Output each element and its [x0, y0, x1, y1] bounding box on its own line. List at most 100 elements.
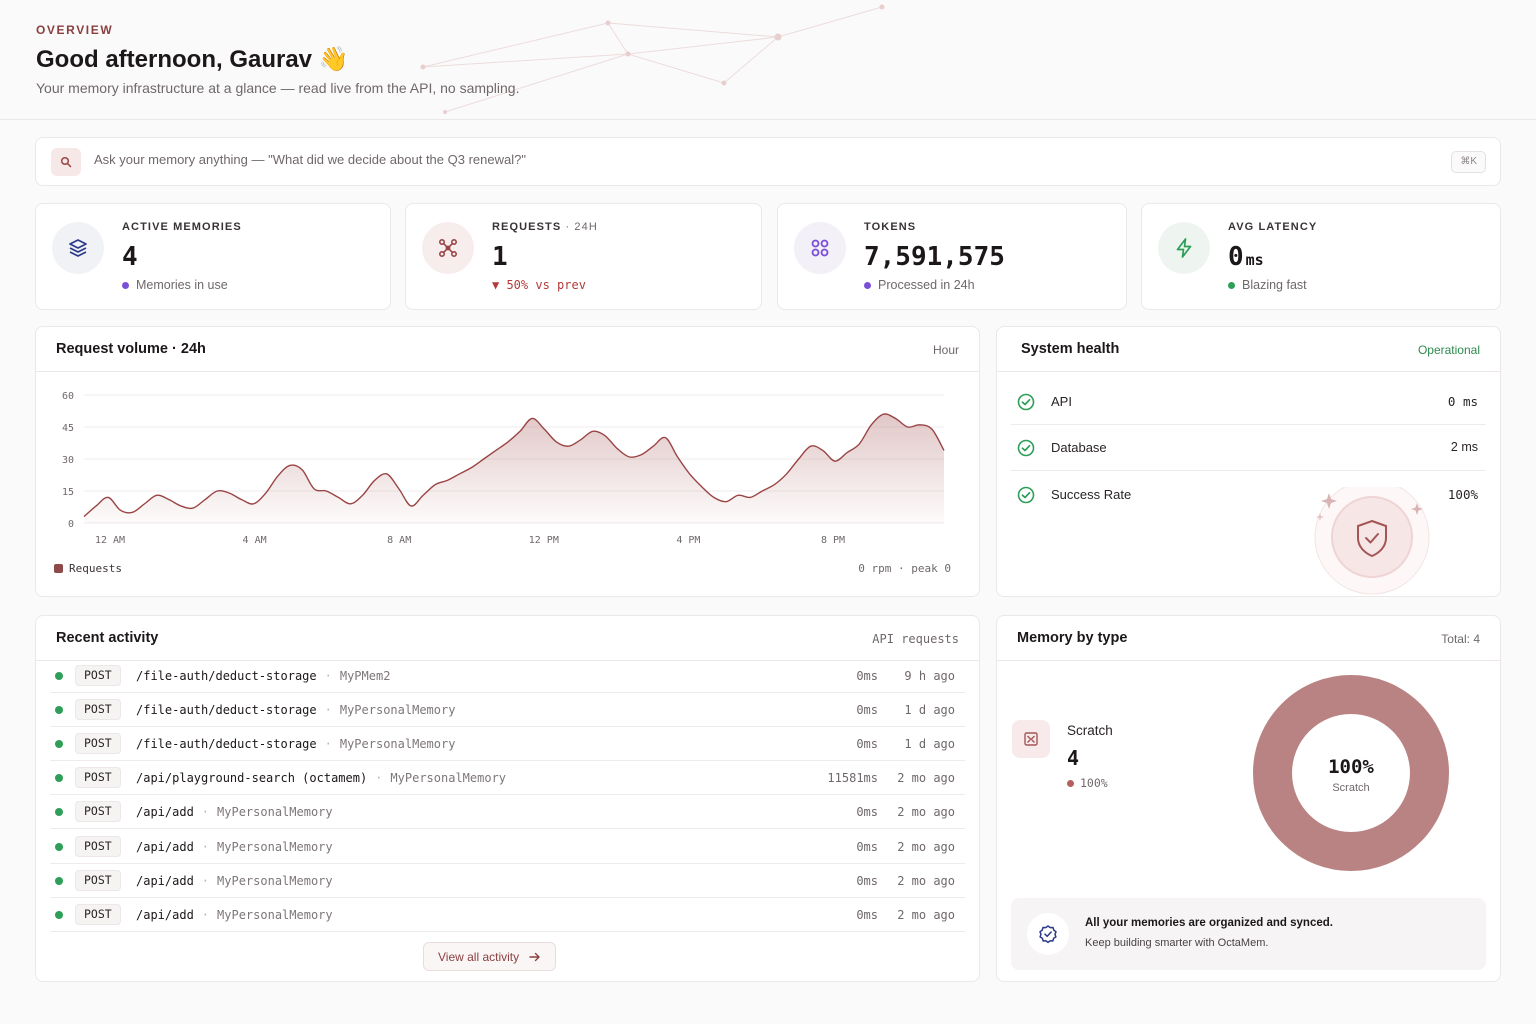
memory-type-percent: 100%: [1067, 776, 1108, 790]
separator: ·: [201, 839, 210, 854]
donut-slice-scratch: [1253, 675, 1449, 871]
request-latency: 0ms: [856, 703, 878, 718]
y-tick-label: 0: [68, 519, 74, 530]
endpoint-path-text: /api/add: [136, 873, 194, 888]
panel-header: Request volume · 24h Hour: [36, 327, 979, 372]
x-tick-label: 12 AM: [95, 535, 125, 546]
layers-icon: [52, 222, 104, 274]
stat-subtext: Blazing fast: [1228, 278, 1307, 292]
shield-check-icon: [1314, 487, 1430, 595]
status-dot: [1228, 281, 1235, 289]
legend-swatch: [54, 564, 63, 573]
stat-card-tokens: TOKENS 7,591,575 Processed in 24h: [777, 203, 1127, 310]
separator: ·: [201, 805, 210, 820]
banner-subtitle: Keep building smarter with OctaMem.: [1085, 937, 1269, 949]
http-method-badge: POST: [75, 801, 121, 823]
donut-label: Scratch: [1332, 782, 1370, 794]
panel-header: System health Operational: [997, 327, 1500, 372]
activity-row[interactable]: POST/api/add · MyPersonalMemory 0ms 2 mo ago: [50, 898, 965, 932]
stat-subtext: Memories in use: [122, 278, 228, 292]
activity-row[interactable]: POST/api/playground-search (octamem) · MyP…: [50, 761, 965, 796]
status-dot: [864, 281, 871, 289]
memory-type-donut: [1253, 675, 1449, 871]
endpoint-path: /file-auth/deduct-storage · MyPMem2: [136, 669, 390, 683]
stat-label: ACTIVE MEMORIES: [122, 221, 242, 233]
search-input[interactable]: [94, 152, 1394, 167]
x-tick-label: 12 PM: [529, 535, 559, 546]
activity-row[interactable]: POST/api/add · MyPersonalMemory 0ms 2 mo ago: [50, 830, 965, 864]
check-circle-icon: [1017, 393, 1035, 411]
granularity-label[interactable]: Hour: [932, 343, 959, 357]
activity-row[interactable]: POST/file-auth/deduct-storage · MyPMem2 0ms…: [50, 659, 965, 693]
request-time: 2 mo ago: [897, 873, 955, 888]
http-method-badge: POST: [75, 665, 121, 686]
separator: ·: [201, 907, 210, 922]
search-icon: [51, 148, 81, 176]
http-method-badge: POST: [75, 733, 121, 755]
health-row-api: API 0 ms: [1011, 379, 1486, 425]
memory-app-name: MyPersonalMemory: [390, 771, 507, 786]
total-count: Total: 4: [1441, 632, 1480, 646]
activity-row[interactable]: POST/api/add · MyPersonalMemory 0ms 2 mo ago: [50, 795, 965, 830]
status-dot: [55, 706, 63, 715]
health-name: API: [1051, 394, 1072, 409]
latency-unit: ms: [1245, 251, 1264, 269]
endpoint-path-text: /file-auth/deduct-storage: [136, 669, 317, 683]
page-header: OVERVIEW Good afternoon, Gaurav 👋 Your m…: [0, 0, 1536, 120]
status-dot: [1067, 779, 1074, 787]
request-time: 1 d ago: [904, 737, 955, 752]
x-tick-label: 4 AM: [243, 535, 267, 546]
series-line-requests: [83, 413, 945, 518]
request-time: 2 mo ago: [897, 839, 955, 854]
status-dot: [55, 842, 63, 851]
request-latency: 0ms: [856, 805, 878, 820]
stat-subtext-label: Processed in 24h: [878, 278, 975, 292]
activity-row[interactable]: POST/file-auth/deduct-storage · MyPersonal…: [50, 693, 965, 728]
separator: ·: [201, 873, 210, 888]
activity-row[interactable]: POST/api/add · MyPersonalMemory 0ms 2 mo ago: [50, 864, 965, 898]
chart-footer-stats: 0 rpm · peak 0: [858, 562, 951, 575]
recent-activity-panel: Recent activity API requests POST/file-a…: [35, 615, 980, 982]
grid-icon: [794, 222, 846, 274]
endpoint-path-text: /api/add: [136, 907, 194, 922]
request-latency: 0ms: [856, 669, 878, 683]
check-circle-icon: [1017, 486, 1035, 504]
endpoint-path: /api/add · MyPersonalMemory: [136, 840, 333, 854]
request-time: 2 mo ago: [897, 805, 955, 820]
endpoint-path-text: /file-auth/deduct-storage: [136, 737, 317, 752]
view-all-activity-button[interactable]: View all activity: [423, 942, 557, 971]
http-method-badge: POST: [75, 767, 121, 789]
y-tick-label: 60: [62, 391, 74, 402]
activity-list: POST/file-auth/deduct-storage · MyPMem2 0ms…: [36, 659, 979, 932]
shortcut-badge: ⌘K: [1451, 151, 1486, 173]
http-method-badge: POST: [75, 869, 121, 891]
stat-value: 4: [122, 242, 138, 272]
http-method-badge: POST: [75, 699, 121, 721]
health-name: Database: [1051, 440, 1107, 455]
stat-label-text: REQUESTS: [492, 221, 562, 233]
stat-value: 7,591,575: [864, 242, 1005, 272]
request-volume-panel: Request volume · 24h Hour 0 15 30 45 60 12 AM…: [35, 326, 980, 597]
x-tick-label: 8 AM: [387, 535, 411, 546]
button-label: View all activity: [438, 949, 520, 964]
stat-label: TOKENS: [864, 221, 917, 233]
health-row-success-rate: Success Rate 100%: [1011, 472, 1486, 518]
stat-subtext: ▼ 50% vs prev: [492, 278, 586, 292]
endpoint-path: /api/playground-search (octamem) · MyPerso…: [136, 771, 506, 785]
page-title: Good afternoon, Gaurav 👋: [36, 46, 349, 73]
scratch-icon: [1012, 720, 1050, 758]
memory-app-name: MyPersonalMemory: [217, 805, 333, 820]
status-dot: [122, 281, 129, 289]
panel-title: Memory by type: [1017, 630, 1128, 646]
endpoint-path-text: /api/add: [136, 839, 194, 854]
panel-title: Recent activity: [56, 630, 159, 646]
activity-row[interactable]: POST/file-auth/deduct-storage · MyPersonal…: [50, 727, 965, 762]
network-icon: [422, 222, 474, 274]
request-volume-chart: 0 15 30 45 60 12 AM 4 AM 8 AM 12 PM 4 PM 8 PM: [62, 391, 945, 546]
banner-title: All your memories are organized and sync…: [1085, 917, 1333, 929]
ask-memory-search[interactable]: ⌘K: [35, 137, 1501, 186]
panel-title: Request volume · 24h: [56, 341, 206, 357]
panel-header: Recent activity API requests: [36, 616, 979, 661]
system-health-panel: System health Operational API 0 ms Datab…: [996, 326, 1501, 597]
status-dot: [55, 740, 63, 749]
